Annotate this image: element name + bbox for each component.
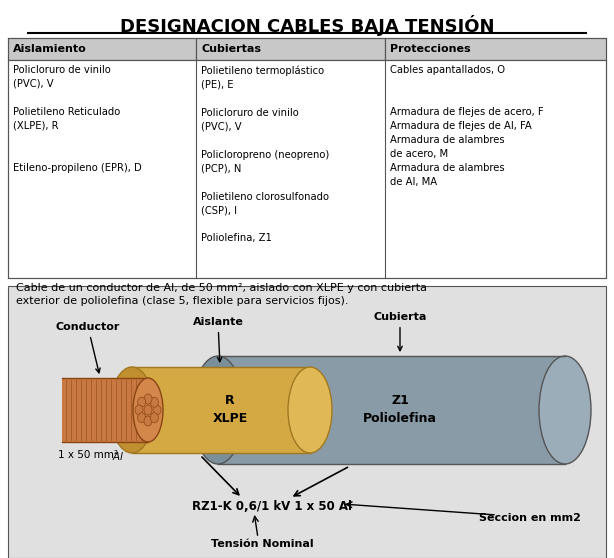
Bar — [8, 286, 606, 558]
Ellipse shape — [144, 416, 152, 426]
Text: Cables apantallados, O


Armadura de flejes de acero, F
Armadura de flejes de Al: Cables apantallados, O Armadura de fleje… — [390, 65, 543, 187]
Bar — [218, 356, 565, 464]
Text: Aislante: Aislante — [193, 317, 243, 362]
Text: Aislamiento: Aislamiento — [13, 44, 87, 54]
Ellipse shape — [288, 367, 332, 453]
Text: Policloruro de vinilo
(PVC), V

Polietileno Reticulado
(XLPE), R


Etileno-propi: Policloruro de vinilo (PVC), V Polietile… — [13, 65, 142, 173]
Bar — [8, 38, 196, 60]
Ellipse shape — [192, 356, 244, 464]
Text: Conductor: Conductor — [56, 322, 120, 373]
Bar — [196, 38, 385, 60]
Bar — [8, 60, 606, 278]
Ellipse shape — [135, 405, 143, 415]
Ellipse shape — [138, 397, 146, 407]
Ellipse shape — [539, 356, 591, 464]
Ellipse shape — [144, 394, 152, 404]
Text: $\mathit{Al}$: $\mathit{Al}$ — [112, 450, 125, 462]
Text: Protecciones: Protecciones — [390, 44, 470, 54]
Text: Cubiertas: Cubiertas — [201, 44, 262, 54]
Ellipse shape — [144, 405, 152, 415]
Text: DESIGNACION CABLES BAJA TENSIÓN: DESIGNACION CABLES BAJA TENSIÓN — [120, 15, 494, 36]
Ellipse shape — [110, 367, 154, 453]
Ellipse shape — [153, 405, 161, 415]
Text: R
XLPE: R XLPE — [212, 395, 247, 426]
Text: Z1
Poliolefina: Z1 Poliolefina — [363, 395, 437, 426]
Bar — [62, 378, 148, 442]
Bar — [385, 38, 606, 60]
Text: Cubierta: Cubierta — [373, 312, 427, 350]
Text: Polietileno termoplástico
(PE), E

Policloruro de vinilo
(PVC), V

Policloropren: Polietileno termoplástico (PE), E Policl… — [201, 65, 330, 243]
Text: Cable de un conductor de Al, de 50 mm², aislado con XLPE y con cubierta
exterior: Cable de un conductor de Al, de 50 mm², … — [16, 283, 427, 306]
Text: Seccion en mm2: Seccion en mm2 — [479, 513, 581, 523]
Ellipse shape — [138, 413, 146, 423]
Bar — [132, 367, 310, 453]
Text: RZ1-K 0,6/1 kV 1 x 50 Al: RZ1-K 0,6/1 kV 1 x 50 Al — [192, 499, 352, 512]
Text: 1 x 50 mm²: 1 x 50 mm² — [58, 450, 118, 460]
Ellipse shape — [150, 413, 158, 423]
Ellipse shape — [150, 397, 158, 407]
Text: Tensión Nominal: Tensión Nominal — [211, 539, 313, 549]
Ellipse shape — [133, 378, 163, 442]
